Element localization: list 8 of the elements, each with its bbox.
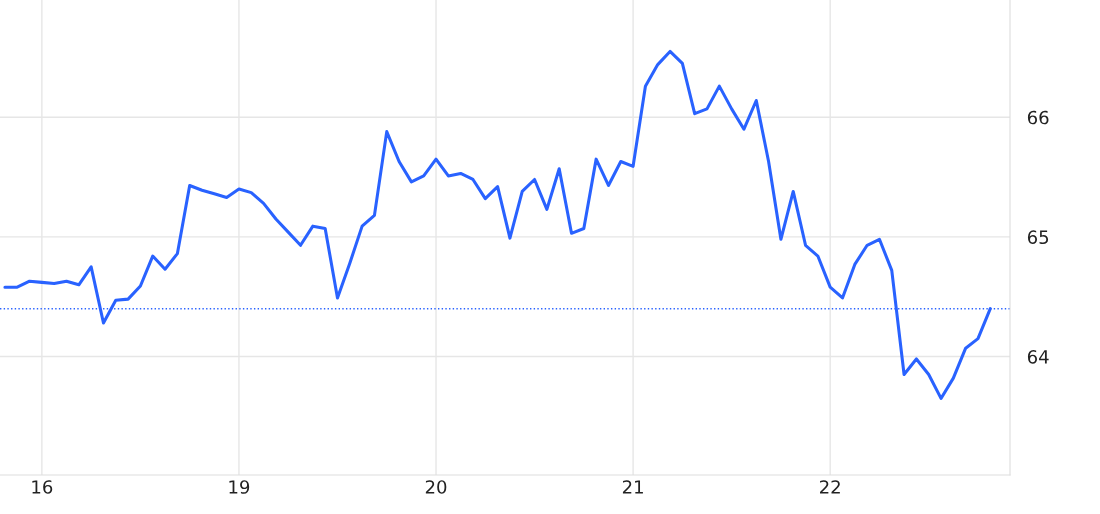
y-tick-label: 65: [1027, 230, 1049, 245]
y-tick-label: 66: [1027, 110, 1049, 125]
x-tick-label: 16: [32, 480, 53, 494]
x-tick-label: 19: [229, 480, 250, 494]
x-tick-label: 20: [425, 480, 447, 494]
x-tick-label: 21: [622, 480, 643, 494]
x-tick-label: 22: [820, 480, 840, 494]
y-tick-label: 64: [1027, 350, 1049, 364]
